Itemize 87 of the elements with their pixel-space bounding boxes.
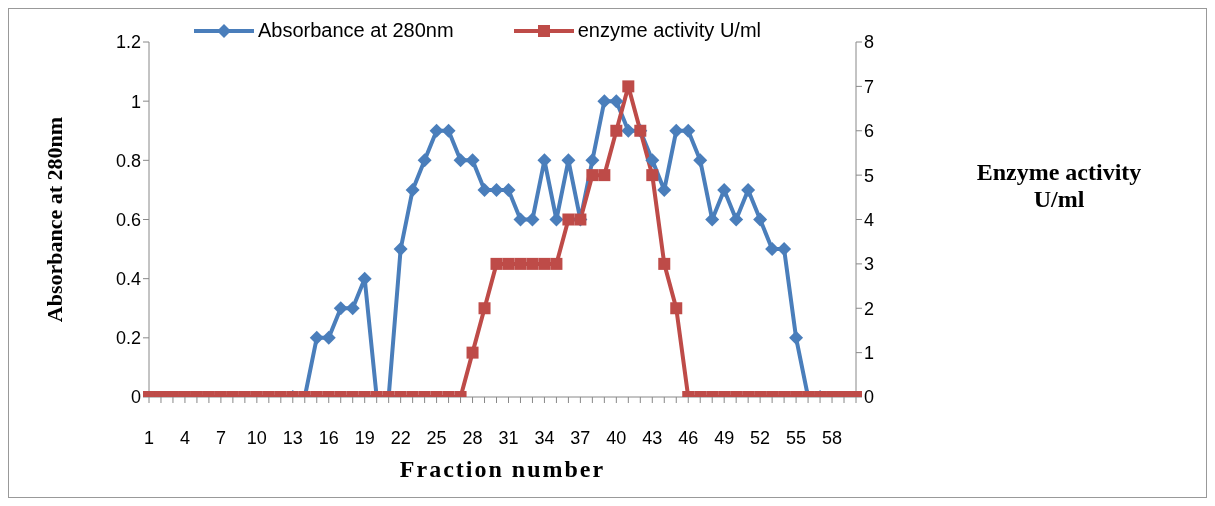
point xyxy=(597,94,612,109)
point xyxy=(562,213,575,226)
y-tick-label: 1 xyxy=(130,91,141,112)
y-tick-label: 1.2 xyxy=(115,32,141,53)
point xyxy=(502,257,515,270)
y-tick-label: 0 xyxy=(130,387,141,408)
x-tick-label: 46 xyxy=(678,427,699,448)
x-tick-label: 43 xyxy=(642,427,663,448)
point xyxy=(585,153,600,168)
point xyxy=(513,212,528,227)
point xyxy=(441,123,456,138)
point xyxy=(417,153,432,168)
y2-axis-title: Enzyme activity U/ml xyxy=(975,159,1143,213)
point xyxy=(429,123,444,138)
y2-tick-label: 7 xyxy=(864,76,875,97)
x-tick-label: 7 xyxy=(215,427,226,448)
legend-label: enzyme activity U/ml xyxy=(577,19,762,42)
point xyxy=(693,153,708,168)
point xyxy=(345,301,360,316)
point xyxy=(309,330,324,345)
x-tick-label: 58 xyxy=(822,427,843,448)
point xyxy=(609,94,624,109)
y2-tick-label: 0 xyxy=(864,387,875,408)
x-tick-label: 13 xyxy=(282,427,303,448)
x-tick-label: 1 xyxy=(143,427,155,448)
x-tick-label: 52 xyxy=(750,427,771,448)
point xyxy=(789,330,804,345)
point xyxy=(681,123,696,138)
point xyxy=(465,153,480,168)
point xyxy=(405,182,420,197)
y2-tick-label: 6 xyxy=(864,121,875,142)
y-tick-label: 0.4 xyxy=(115,269,141,290)
x-tick-label: 10 xyxy=(246,427,267,448)
x-tick-label: 16 xyxy=(318,427,339,448)
legend-label: Absorbance at 280nm xyxy=(257,19,454,42)
point xyxy=(717,182,732,197)
point xyxy=(622,80,635,93)
point xyxy=(490,257,503,270)
x-tick-label: 25 xyxy=(426,427,447,448)
y-tick-label: 0.2 xyxy=(115,328,141,349)
y2-tick-label: 2 xyxy=(864,298,875,319)
x-tick-label: 4 xyxy=(179,427,190,448)
x-tick-label: 49 xyxy=(714,427,735,448)
x-tick-label: 37 xyxy=(570,427,591,448)
point xyxy=(729,212,744,227)
y2-tick-label: 1 xyxy=(864,343,875,364)
point xyxy=(753,212,768,227)
point xyxy=(658,257,671,270)
point xyxy=(393,242,408,257)
y-axis-title: Absorbance at 280nm xyxy=(41,116,67,323)
point xyxy=(321,330,336,345)
x-tick-label: 34 xyxy=(534,427,555,448)
point xyxy=(646,169,659,182)
point xyxy=(514,257,527,270)
point xyxy=(453,153,468,168)
point xyxy=(333,301,348,316)
x-tick-label: 40 xyxy=(606,427,627,448)
point xyxy=(669,123,684,138)
x-tick-label: 55 xyxy=(786,427,807,448)
point xyxy=(586,169,599,182)
point xyxy=(357,271,372,286)
point xyxy=(478,302,491,315)
x-axis-title: Fraction number xyxy=(399,456,606,482)
point xyxy=(501,182,516,197)
y2-tick-label: 8 xyxy=(864,32,875,53)
point xyxy=(610,124,623,137)
point xyxy=(670,302,683,315)
y2-tick-label: 5 xyxy=(864,165,875,186)
y2-tick-label: 3 xyxy=(864,254,875,275)
x-tick-label: 22 xyxy=(390,427,411,448)
point xyxy=(526,257,539,270)
y2-tick-label: 4 xyxy=(864,209,875,230)
x-tick-label: 28 xyxy=(462,427,483,448)
y-tick-label: 0.8 xyxy=(115,150,141,171)
point xyxy=(741,182,756,197)
point xyxy=(621,123,636,138)
x-tick-label: 31 xyxy=(498,427,519,448)
point xyxy=(777,242,792,257)
point xyxy=(525,212,540,227)
point xyxy=(645,153,660,168)
y-tick-label: 0.6 xyxy=(115,209,141,230)
point xyxy=(477,182,492,197)
point xyxy=(489,182,504,197)
point xyxy=(550,257,563,270)
point xyxy=(598,169,611,182)
point xyxy=(538,257,551,270)
x-tick-label: 19 xyxy=(354,427,375,448)
